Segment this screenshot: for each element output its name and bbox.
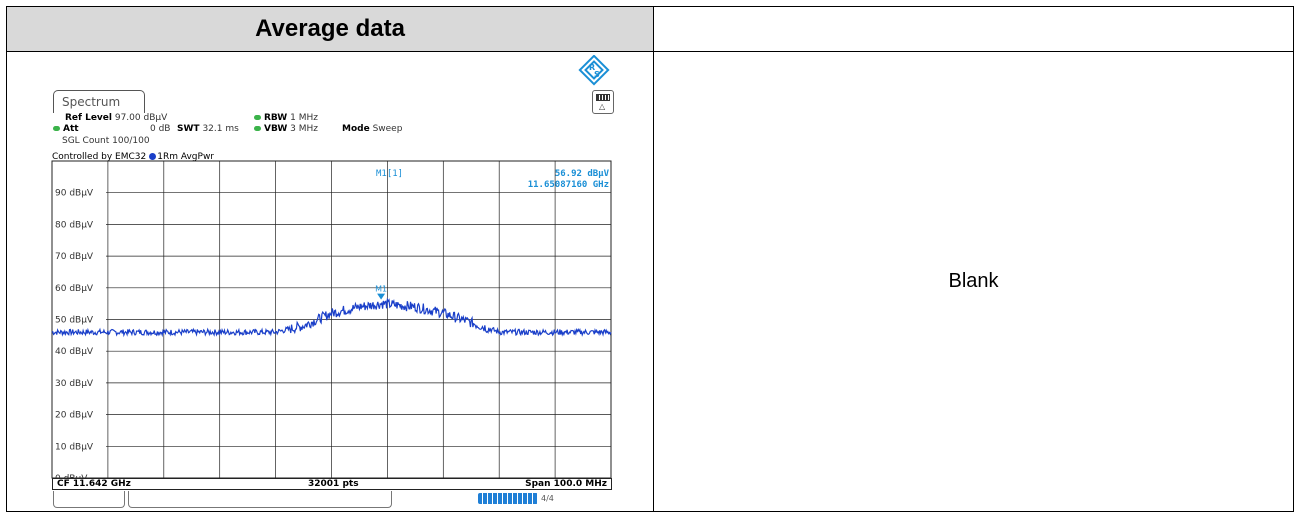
att-value: 0 dB — [150, 124, 171, 134]
vbw-setting: VBW 3 MHz — [254, 124, 318, 134]
y-tick-label: 80 dBµV — [55, 220, 94, 230]
control-bar: Controlled by EMC32 1Rm AvgPwr — [52, 152, 612, 162]
mode-label: Mode — [342, 124, 370, 134]
ref-level-label: Ref Level — [65, 113, 112, 123]
swt-label: SWT — [177, 124, 200, 134]
status-field-left[interactable] — [53, 491, 125, 508]
span-value: Span 100.0 MHz — [525, 479, 607, 489]
plot-grid — [106, 161, 611, 478]
trace-group — [51, 297, 612, 338]
y-tick-label: 60 dBµV — [55, 284, 94, 294]
y-tick-label: 50 dBµV — [55, 316, 94, 326]
y-tick-label: 10 dBµV — [55, 442, 94, 452]
marker-frequency: 11.65087160 GHz — [528, 180, 609, 190]
progress-meter — [478, 493, 538, 504]
ref-level-setting: Ref Level 97.00 dBµV — [65, 113, 167, 123]
meter-tail-text: 4/4 — [541, 494, 554, 503]
marker-tag: M1 — [375, 285, 387, 294]
battery-icon: △ — [592, 90, 614, 114]
row-divider — [7, 51, 1293, 52]
tab-spectrum[interactable]: Spectrum — [53, 90, 145, 113]
att-indicator-icon — [53, 126, 60, 131]
vbw-value: 3 MHz — [290, 124, 318, 134]
y-tick-label: 40 dBµV — [55, 347, 94, 357]
y-tick-label: 70 dBµV — [55, 252, 94, 262]
column-divider — [653, 7, 654, 511]
vbw-indicator-icon — [254, 126, 261, 131]
controlled-by-text: Controlled by EMC32 — [52, 152, 147, 162]
rbw-indicator-icon — [254, 115, 261, 120]
rbw-label: RBW — [264, 113, 288, 123]
swt-setting: SWT 32.1 ms — [177, 124, 239, 134]
trace-label: 1Rm AvgPwr — [157, 152, 214, 162]
trace-line — [51, 297, 612, 338]
rbw-setting: RBW 1 MHz — [254, 113, 318, 123]
marker-group: M1 — [375, 285, 387, 300]
header-cell-left — [7, 7, 653, 51]
status-field-middle[interactable] — [128, 491, 392, 508]
triangle-icon: △ — [599, 102, 606, 111]
tab-spectrum-label: Spectrum — [62, 95, 121, 109]
att-setting: Att — [53, 124, 79, 134]
rbw-value: 1 MHz — [290, 113, 318, 123]
svg-text:S: S — [594, 70, 600, 79]
mode-setting: Mode Sweep — [342, 124, 402, 134]
y-tick-label: 90 dBµV — [55, 189, 94, 199]
header-average-data: Average data — [255, 15, 405, 42]
center-frequency: CF 11.642 GHz — [57, 479, 131, 489]
marker-level: 56.92 dBµV — [555, 169, 610, 179]
svg-text:R: R — [589, 63, 595, 72]
marker-triangle-icon — [377, 293, 386, 300]
trace-indicator-icon — [149, 153, 157, 160]
results-table: Average data Blank — [6, 6, 1294, 512]
swt-value: 32.1 ms — [202, 124, 239, 134]
att-label: Att — [63, 124, 79, 134]
rs-logo-icon: R S — [578, 55, 610, 86]
vbw-label: VBW — [264, 124, 288, 134]
sgl-count: SGL Count 100/100 — [62, 136, 150, 146]
y-tick-label: 30 dBµV — [55, 379, 94, 389]
sweep-points: 32001 pts — [308, 479, 359, 489]
blank-cell-text: Blank — [948, 270, 999, 292]
marker-name: M1[1] — [376, 169, 403, 179]
y-tick-label: 20 dBµV — [55, 411, 94, 421]
mode-value: Sweep — [372, 124, 403, 134]
footer-bar: CF 11.642 GHz 32001 pts Span 100.0 MHz — [52, 478, 612, 490]
ref-level-value: 97.00 dBµV — [114, 113, 168, 123]
